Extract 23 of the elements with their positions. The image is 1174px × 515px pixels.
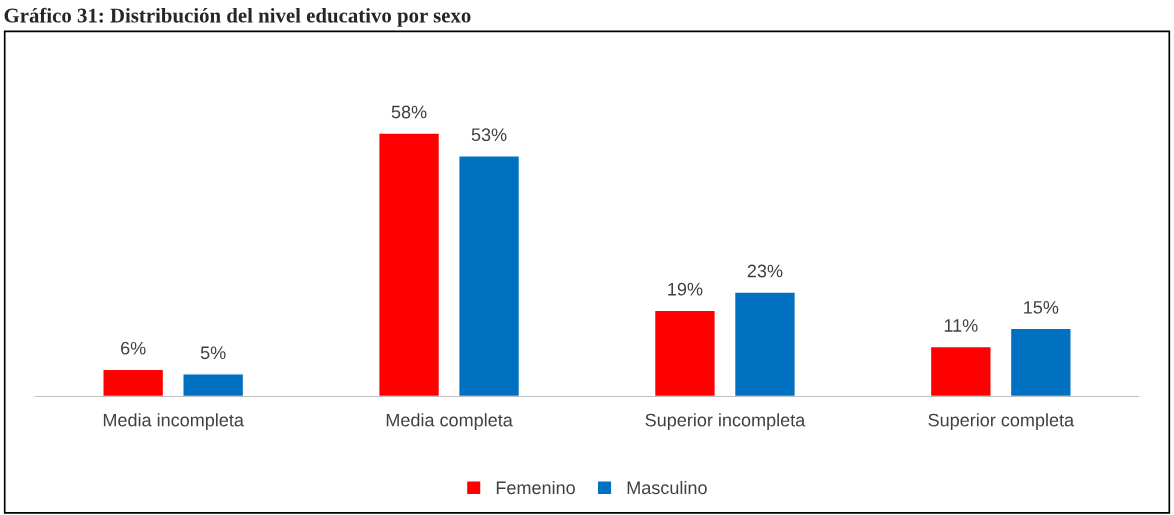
x-tick-label: Media completa (386, 413, 513, 431)
bar (1009, 327, 1072, 397)
data-label: 5% (200, 346, 226, 360)
bar (733, 291, 796, 397)
bar (378, 132, 441, 397)
bar (102, 368, 165, 397)
bar (653, 309, 716, 397)
x-tick-label: Media incompleta (103, 413, 244, 431)
bar (182, 373, 245, 397)
data-label: 15% (1024, 301, 1059, 314)
data-label: 53% (471, 128, 507, 142)
legend-label: Masculino (627, 480, 707, 495)
bar (458, 155, 521, 397)
data-label: 6% (121, 341, 146, 355)
data-label: 19% (668, 282, 703, 296)
data-label: 11% (944, 319, 978, 332)
data-label: 23% (747, 264, 783, 278)
data-label: 58% (391, 105, 427, 119)
bar (929, 345, 992, 397)
legend-label: Femenino (496, 480, 575, 495)
x-tick-label: Superior completa (928, 413, 1075, 431)
chart-title: Gráfico 31: Distribución del nivel educativo por sexo (4, 7, 471, 27)
x-tick-label: Superior incompleta (645, 413, 806, 431)
